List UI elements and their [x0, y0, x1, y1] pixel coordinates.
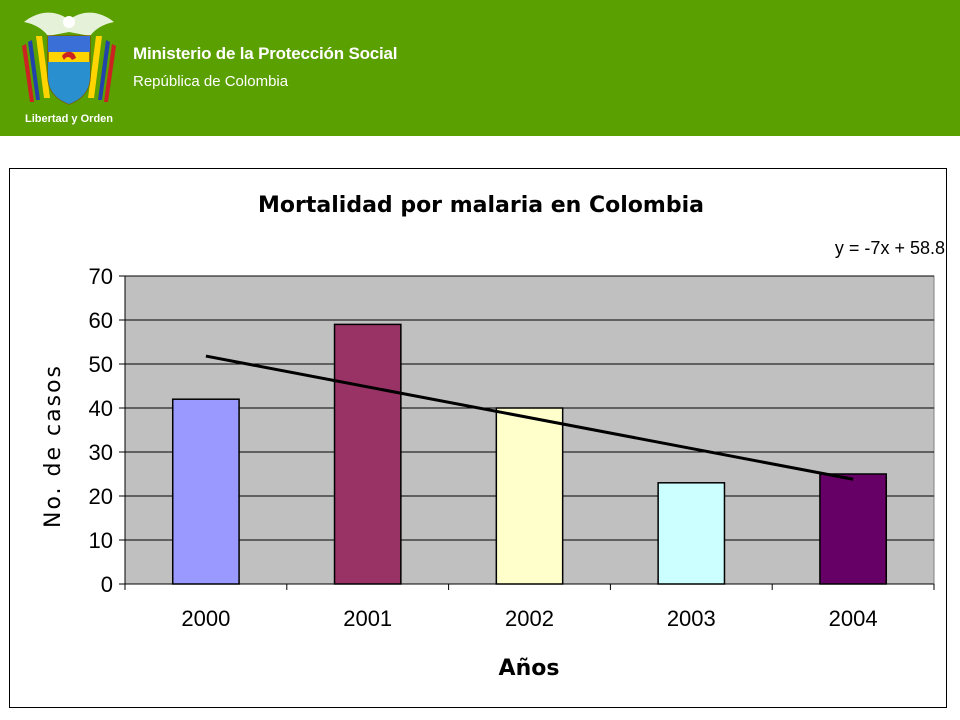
- bar-2003: [657, 482, 726, 585]
- y-tick-label: 50: [89, 352, 113, 377]
- y-tick-label: 20: [89, 484, 113, 509]
- y-tick-label: 10: [89, 528, 113, 553]
- chart-frame: Mortalidad por malaria en Colombia y = -…: [9, 168, 947, 708]
- header-bar: Libertad y Orden Ministerio de la Protec…: [0, 0, 960, 136]
- ministry-name: Ministerio de la Protección Social: [133, 44, 398, 63]
- country-name: República de Colombia: [133, 73, 289, 90]
- bar-2004: [819, 473, 888, 585]
- chart-title: Mortalidad por malaria en Colombia: [258, 193, 704, 218]
- x-tick-label: 2004: [829, 606, 878, 631]
- y-tick-label: 30: [89, 440, 113, 465]
- bar-2001: [333, 323, 402, 585]
- plot-area: 0 10 20 30 40 50 60 70 2000 2001 2002 2003 2004: [89, 264, 935, 631]
- y-tick-label: 0: [101, 572, 113, 597]
- y-tick-label: 70: [89, 264, 113, 289]
- x-tick-label: 2002: [505, 606, 554, 631]
- bar-2002: [495, 407, 564, 585]
- x-axis-label: Años: [499, 656, 560, 681]
- y-tick-label: 40: [89, 396, 113, 421]
- y-axis-label: No. de casos: [41, 364, 66, 528]
- x-tick-label: 2000: [181, 606, 230, 631]
- x-tick-label: 2001: [343, 606, 392, 631]
- trendline-equation: y = -7x + 58.8: [835, 238, 945, 258]
- colombia-coat-of-arms-icon: Libertad y Orden: [14, 6, 124, 130]
- bar-2000: [171, 398, 240, 585]
- logo-motto: Libertad y Orden: [25, 113, 113, 125]
- bar-chart: Mortalidad por malaria en Colombia y = -…: [41, 193, 945, 681]
- x-tick-label: 2003: [667, 606, 716, 631]
- trendline: [205, 354, 854, 481]
- y-tick-label: 60: [89, 308, 113, 333]
